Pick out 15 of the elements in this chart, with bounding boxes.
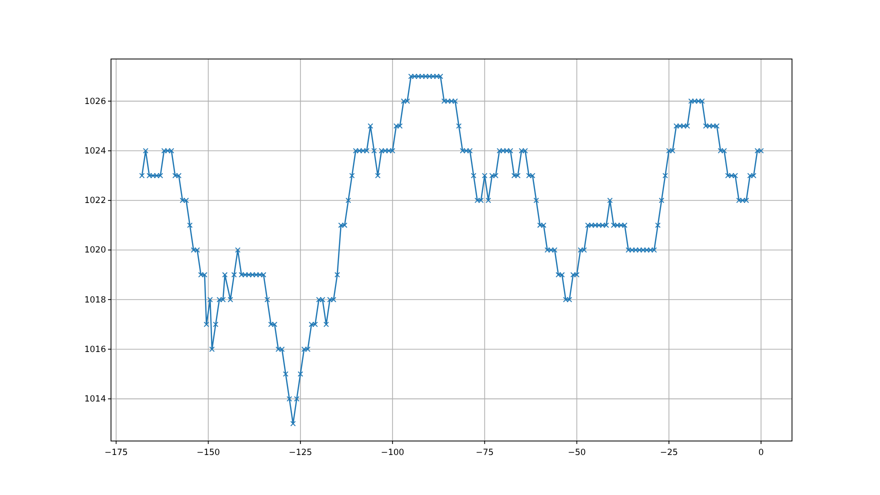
x-tick-label: −150	[196, 448, 220, 458]
y-tick-label: 1026	[84, 96, 106, 107]
x-tick-label: −175	[104, 448, 128, 458]
x-tick-label: −75	[476, 448, 494, 458]
y-tick-label: 1014	[84, 394, 106, 405]
x-tick-label: 0	[758, 448, 764, 458]
y-tick-label: 1018	[84, 295, 106, 306]
y-tick-label: 1024	[84, 146, 106, 156]
y-tick-label: 1016	[84, 344, 106, 355]
y-tick-label: 1020	[84, 246, 106, 256]
x-tick-label: −50	[568, 448, 586, 458]
x-tick-label: −100	[380, 448, 404, 458]
x-tick-label: −125	[288, 448, 312, 458]
y-tick-label: 1022	[84, 196, 106, 206]
x-tick-label: −25	[660, 448, 678, 458]
